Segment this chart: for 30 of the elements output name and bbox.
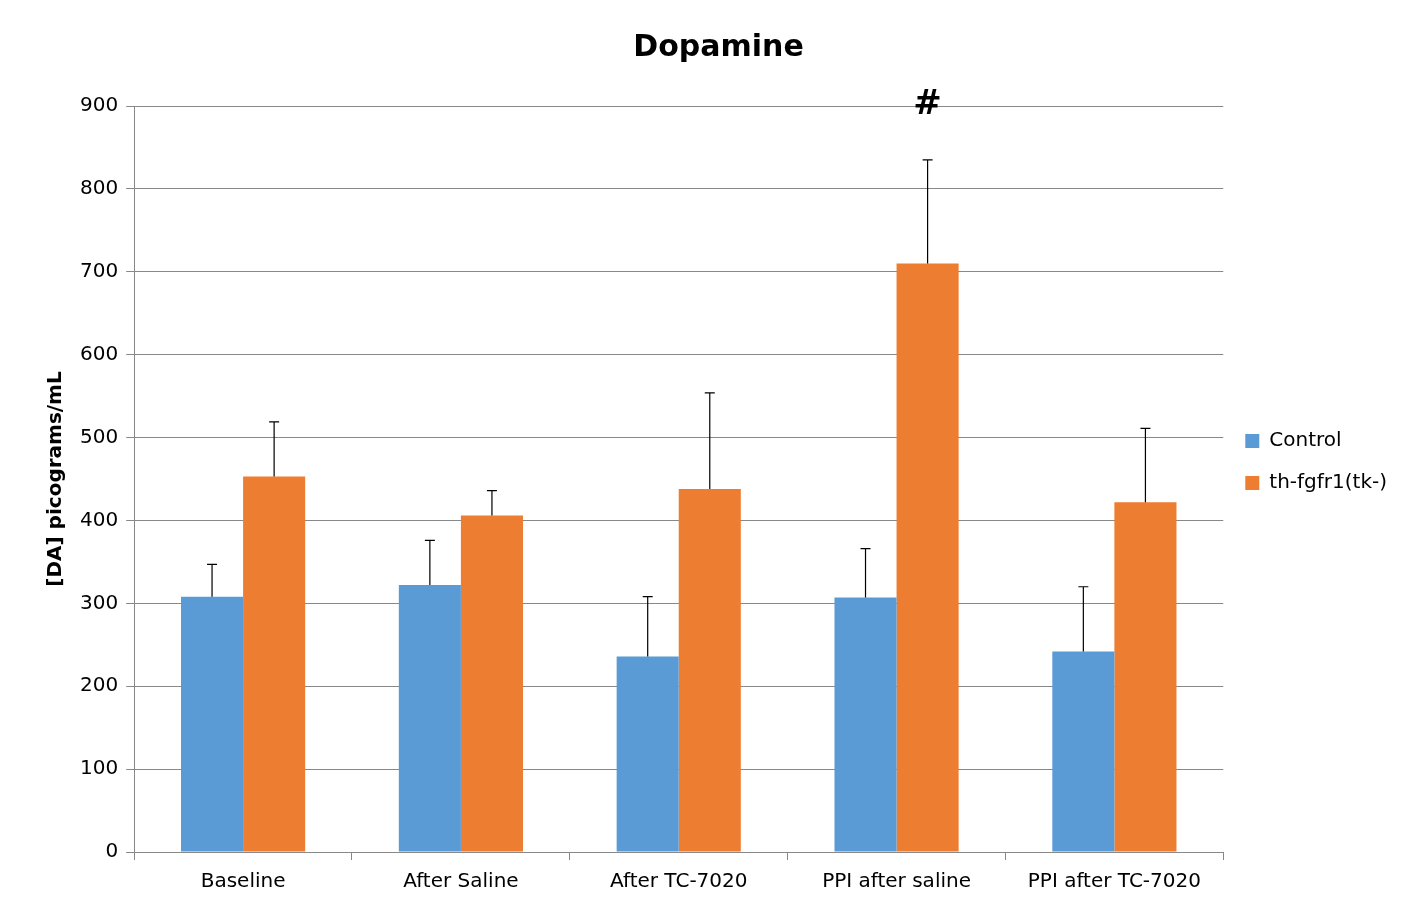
bar (616, 656, 679, 852)
bar (460, 515, 523, 852)
y-tick-label: 100 (79, 755, 119, 780)
y-tick-label: 500 (79, 423, 119, 448)
bar (398, 585, 461, 852)
bar (1114, 502, 1177, 852)
chart-title: Dopamine (633, 27, 804, 63)
y-tick-label: 200 (79, 672, 119, 697)
x-tick-label: After TC-7020 (609, 868, 748, 893)
y-tick-label: 400 (79, 506, 119, 531)
legend-label: Control (1269, 427, 1342, 452)
x-tick-label: PPI after TC-7020 (1027, 868, 1201, 893)
bar (181, 596, 244, 852)
legend-label: th-fgfr1(tk-) (1269, 469, 1388, 494)
bar (678, 488, 741, 852)
y-tick-label: 0 (105, 838, 119, 863)
y-axis-title: [DA] picograms/mL (42, 371, 67, 587)
y-tick-label: 600 (79, 340, 119, 365)
y-tick-label: 800 (79, 175, 119, 200)
x-tick-label: PPI after saline (822, 868, 971, 893)
annotation: # (913, 81, 942, 122)
x-tick-label: After Saline (403, 868, 519, 893)
bar (243, 476, 306, 852)
bar (1052, 651, 1115, 852)
y-tick-label: 700 (79, 257, 119, 282)
x-tick-label: Baseline (200, 868, 286, 893)
y-tick-label: 300 (79, 589, 119, 614)
y-tick-label: 900 (79, 92, 119, 117)
bar (896, 263, 959, 852)
bar (834, 597, 897, 852)
